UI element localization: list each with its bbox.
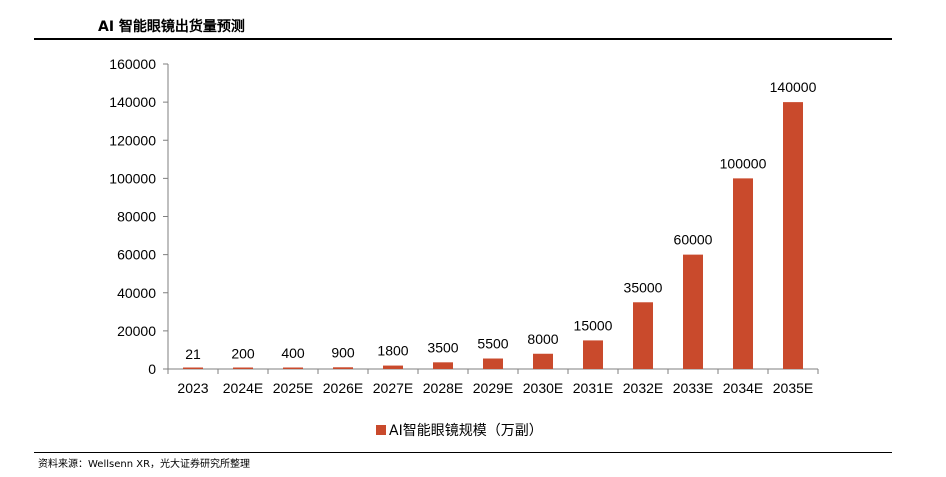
y-tick-label: 80000	[117, 209, 156, 225]
bar	[733, 178, 753, 369]
y-tick-label: 140000	[109, 94, 156, 110]
y-tick-label: 160000	[109, 56, 156, 72]
bar	[583, 340, 603, 369]
x-axis: 2023 2024E 2025E 2026E 2027E 2028E 2029E 2030E 2…	[167, 368, 819, 396]
bar-value-label: 15000	[574, 317, 613, 333]
bar-value-label: 1800	[377, 343, 408, 359]
bar-value-label: 400	[281, 345, 305, 361]
x-tick-label: 2025E	[273, 380, 313, 396]
y-tick-label: 0	[148, 361, 156, 377]
bar	[783, 102, 803, 369]
x-tick-label: 2026E	[323, 380, 363, 396]
chart-title: AI 智能眼镜出货量预测	[98, 19, 245, 35]
bar	[483, 358, 503, 369]
x-tick-label: 2023	[177, 380, 208, 396]
legend-swatch	[376, 425, 386, 435]
x-tick-label: 2031E	[573, 380, 613, 396]
bar-value-label: 3500	[427, 339, 458, 355]
x-tick-label: 2034E	[723, 380, 763, 396]
x-tick-label: 2030E	[523, 380, 563, 396]
bar	[433, 362, 453, 369]
x-tick-label: 2029E	[473, 380, 513, 396]
bar	[333, 367, 353, 369]
bar-value-label: 140000	[770, 79, 817, 95]
y-tick-label: 40000	[117, 285, 156, 301]
bar-value-label: 200	[231, 346, 255, 362]
legend: AI智能眼镜规模（万副）	[376, 420, 543, 440]
bar-value-label: 900	[331, 344, 355, 360]
x-tick-label: 2035E	[773, 380, 813, 396]
y-tick-label: 100000	[109, 170, 156, 186]
bar-chart: 0 20000 40000 60000 80000 100000 120000 140000 1…	[109, 56, 819, 396]
bar-value-label: 8000	[527, 331, 558, 347]
y-tick-label: 20000	[117, 323, 156, 339]
x-tick-label: 2027E	[373, 380, 413, 396]
x-tick-label: 2028E	[423, 380, 463, 396]
data-labels: 21 200 400 900 1800 3500 5500 8000 15000 35000 600…	[185, 79, 816, 362]
source-note: 资料来源：Wellsenn XR，光大证券研究所整理	[38, 459, 251, 470]
bar	[383, 365, 403, 369]
bar-value-label: 5500	[477, 336, 508, 352]
top-rule	[34, 38, 892, 40]
legend-label: AI智能眼镜规模（万副）	[389, 423, 543, 439]
bar-value-label: 60000	[674, 232, 713, 248]
x-tick-label: 2032E	[623, 380, 663, 396]
bar-value-label: 21	[185, 346, 201, 362]
y-axis: 0 20000 40000 60000 80000 100000 120000 140000 1…	[109, 56, 169, 377]
y-tick-label: 60000	[117, 247, 156, 263]
x-tick-label: 2024E	[223, 380, 263, 396]
y-tick-label: 120000	[109, 132, 156, 148]
bar	[233, 367, 253, 369]
bar	[183, 367, 203, 369]
bars	[183, 102, 803, 369]
bar	[533, 353, 553, 369]
bar-value-label: 100000	[720, 155, 767, 171]
bottom-rule	[34, 452, 892, 453]
x-tick-label: 2033E	[673, 380, 713, 396]
bar	[683, 254, 703, 369]
bar	[283, 367, 303, 369]
bar	[633, 302, 653, 369]
bar-value-label: 35000	[624, 279, 663, 295]
